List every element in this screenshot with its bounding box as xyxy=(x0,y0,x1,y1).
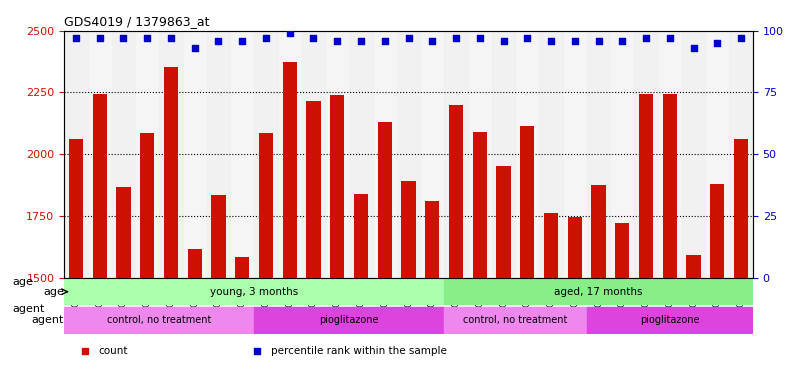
Point xyxy=(331,38,344,44)
Bar xyxy=(111,31,135,278)
Point xyxy=(141,35,154,41)
Point xyxy=(402,35,415,41)
Bar xyxy=(539,31,563,278)
Point xyxy=(378,38,391,44)
Bar xyxy=(568,217,582,384)
Bar xyxy=(164,66,178,384)
Point xyxy=(212,38,225,44)
Bar xyxy=(449,105,463,384)
Text: count: count xyxy=(99,346,128,356)
FancyBboxPatch shape xyxy=(586,307,753,333)
Text: agent: agent xyxy=(12,304,44,314)
FancyBboxPatch shape xyxy=(64,307,254,333)
Point xyxy=(164,35,177,41)
Bar xyxy=(283,61,297,384)
Text: percentile rank within the sample: percentile rank within the sample xyxy=(271,346,447,356)
Text: control, no treatment: control, no treatment xyxy=(107,315,211,325)
Point xyxy=(569,38,582,44)
Point xyxy=(545,38,557,44)
Point xyxy=(355,38,368,44)
Bar xyxy=(544,214,558,384)
Text: agent: agent xyxy=(32,315,64,325)
Text: control, no treatment: control, no treatment xyxy=(463,315,568,325)
Bar xyxy=(492,31,515,278)
Bar xyxy=(710,184,724,384)
Point xyxy=(590,121,603,127)
Point xyxy=(640,35,653,41)
Point xyxy=(711,40,724,46)
Bar xyxy=(729,31,753,278)
Bar xyxy=(634,31,658,278)
FancyBboxPatch shape xyxy=(444,307,586,333)
Bar xyxy=(254,31,278,278)
Bar xyxy=(64,31,88,278)
Bar xyxy=(140,133,155,384)
Point xyxy=(93,35,106,41)
Text: aged, 17 months: aged, 17 months xyxy=(554,287,642,297)
Point xyxy=(70,35,83,41)
Bar xyxy=(444,31,468,278)
Bar xyxy=(211,195,226,384)
Bar xyxy=(159,31,183,278)
Bar xyxy=(662,94,677,384)
Bar xyxy=(235,257,249,384)
Point xyxy=(592,38,605,44)
FancyBboxPatch shape xyxy=(254,307,444,333)
Bar xyxy=(734,139,748,384)
Bar xyxy=(473,132,487,384)
Bar xyxy=(116,187,131,384)
Bar xyxy=(586,31,610,278)
Bar xyxy=(259,133,273,384)
Bar xyxy=(93,94,107,384)
Bar xyxy=(401,181,416,384)
Bar xyxy=(520,126,534,384)
Point xyxy=(497,38,510,44)
Point xyxy=(735,35,747,41)
Text: GDS4019 / 1379863_at: GDS4019 / 1379863_at xyxy=(64,15,210,28)
Point xyxy=(687,45,700,51)
Bar xyxy=(207,31,231,278)
Text: pioglitazone: pioglitazone xyxy=(640,315,699,325)
Bar xyxy=(682,31,706,278)
Bar xyxy=(497,167,511,384)
Point xyxy=(663,35,676,41)
Point xyxy=(426,38,439,44)
Point xyxy=(117,35,130,41)
Bar xyxy=(686,255,701,384)
Point xyxy=(521,35,533,41)
FancyBboxPatch shape xyxy=(444,279,753,305)
Bar xyxy=(302,31,325,278)
Bar xyxy=(330,95,344,384)
Text: young, 3 months: young, 3 months xyxy=(210,287,298,297)
Point xyxy=(616,38,629,44)
Point xyxy=(307,35,320,41)
Bar xyxy=(615,223,630,384)
Point xyxy=(235,38,248,44)
Bar xyxy=(349,31,373,278)
Bar xyxy=(69,139,83,384)
Point xyxy=(260,35,272,41)
Bar xyxy=(306,101,320,384)
Point xyxy=(188,45,201,51)
Point xyxy=(473,35,486,41)
Bar xyxy=(377,122,392,384)
Bar xyxy=(639,94,653,384)
Point xyxy=(449,35,462,41)
Text: pioglitazone: pioglitazone xyxy=(320,315,379,325)
Text: age: age xyxy=(12,277,33,287)
Text: age: age xyxy=(43,287,64,297)
Bar xyxy=(187,249,202,384)
Point xyxy=(284,30,296,36)
Bar xyxy=(354,194,368,384)
Bar xyxy=(591,185,606,384)
Bar xyxy=(396,31,421,278)
FancyBboxPatch shape xyxy=(64,279,444,305)
Bar xyxy=(425,201,440,384)
